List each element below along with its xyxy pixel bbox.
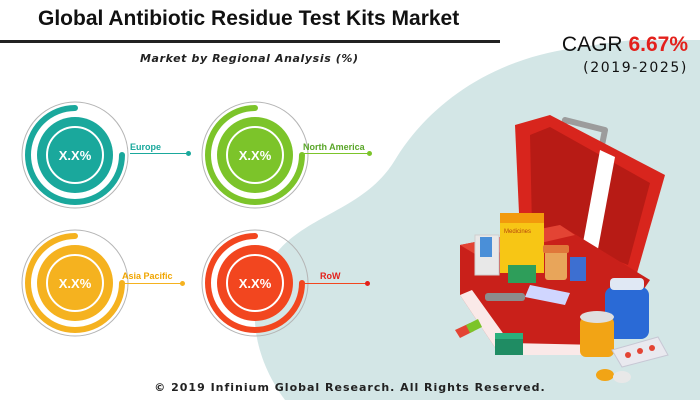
first-aid-medicine-box-icon: Medicines xyxy=(455,115,669,383)
asia-pacific-label: Asia Pacific xyxy=(122,271,173,281)
cagr-label: CAGR xyxy=(561,33,623,56)
north-america-value: X.X% xyxy=(238,147,272,163)
cagr-value: 6.67% xyxy=(628,33,688,56)
chart-subtitle: Market by Regional Analysis (%) xyxy=(140,52,359,65)
north-america-connector-dot xyxy=(367,151,372,156)
region-asia-pacific: X.X% xyxy=(20,228,130,338)
copyright-footer: © 2019 Infinium Global Research. All Rig… xyxy=(154,381,546,394)
region-europe: X.X% xyxy=(20,100,130,210)
cagr-block: CAGR 6.67% (2019-2025) xyxy=(562,33,688,76)
asia-pacific-value: X.X% xyxy=(58,275,92,291)
region-north-america: X.X% xyxy=(200,100,310,210)
europe-ring xyxy=(21,101,129,209)
asia-pacific-ring xyxy=(21,229,129,337)
europe-connector xyxy=(130,153,188,154)
asia-pacific-connector xyxy=(122,283,182,284)
row-value: X.X% xyxy=(238,275,272,291)
asia-pacific-connector-dot xyxy=(180,281,185,286)
row-connector xyxy=(303,283,367,284)
north-america-ring xyxy=(201,101,309,209)
region-row: X.X% xyxy=(200,228,310,338)
row-connector-dot xyxy=(365,281,370,286)
europe-connector-dot xyxy=(186,151,191,156)
north-america-label: North America xyxy=(303,142,365,152)
medicines-box-label: Medicines xyxy=(504,229,531,235)
north-america-connector xyxy=(303,153,369,154)
europe-value: X.X% xyxy=(58,147,92,163)
row-ring xyxy=(201,229,309,337)
cagr-period: (2019-2025) xyxy=(583,60,688,76)
europe-label: Europe xyxy=(130,142,162,152)
row-label: RoW xyxy=(320,271,341,281)
title-underline xyxy=(0,40,500,43)
page-title: Global Antibiotic Residue Test Kits Mark… xyxy=(38,7,460,30)
